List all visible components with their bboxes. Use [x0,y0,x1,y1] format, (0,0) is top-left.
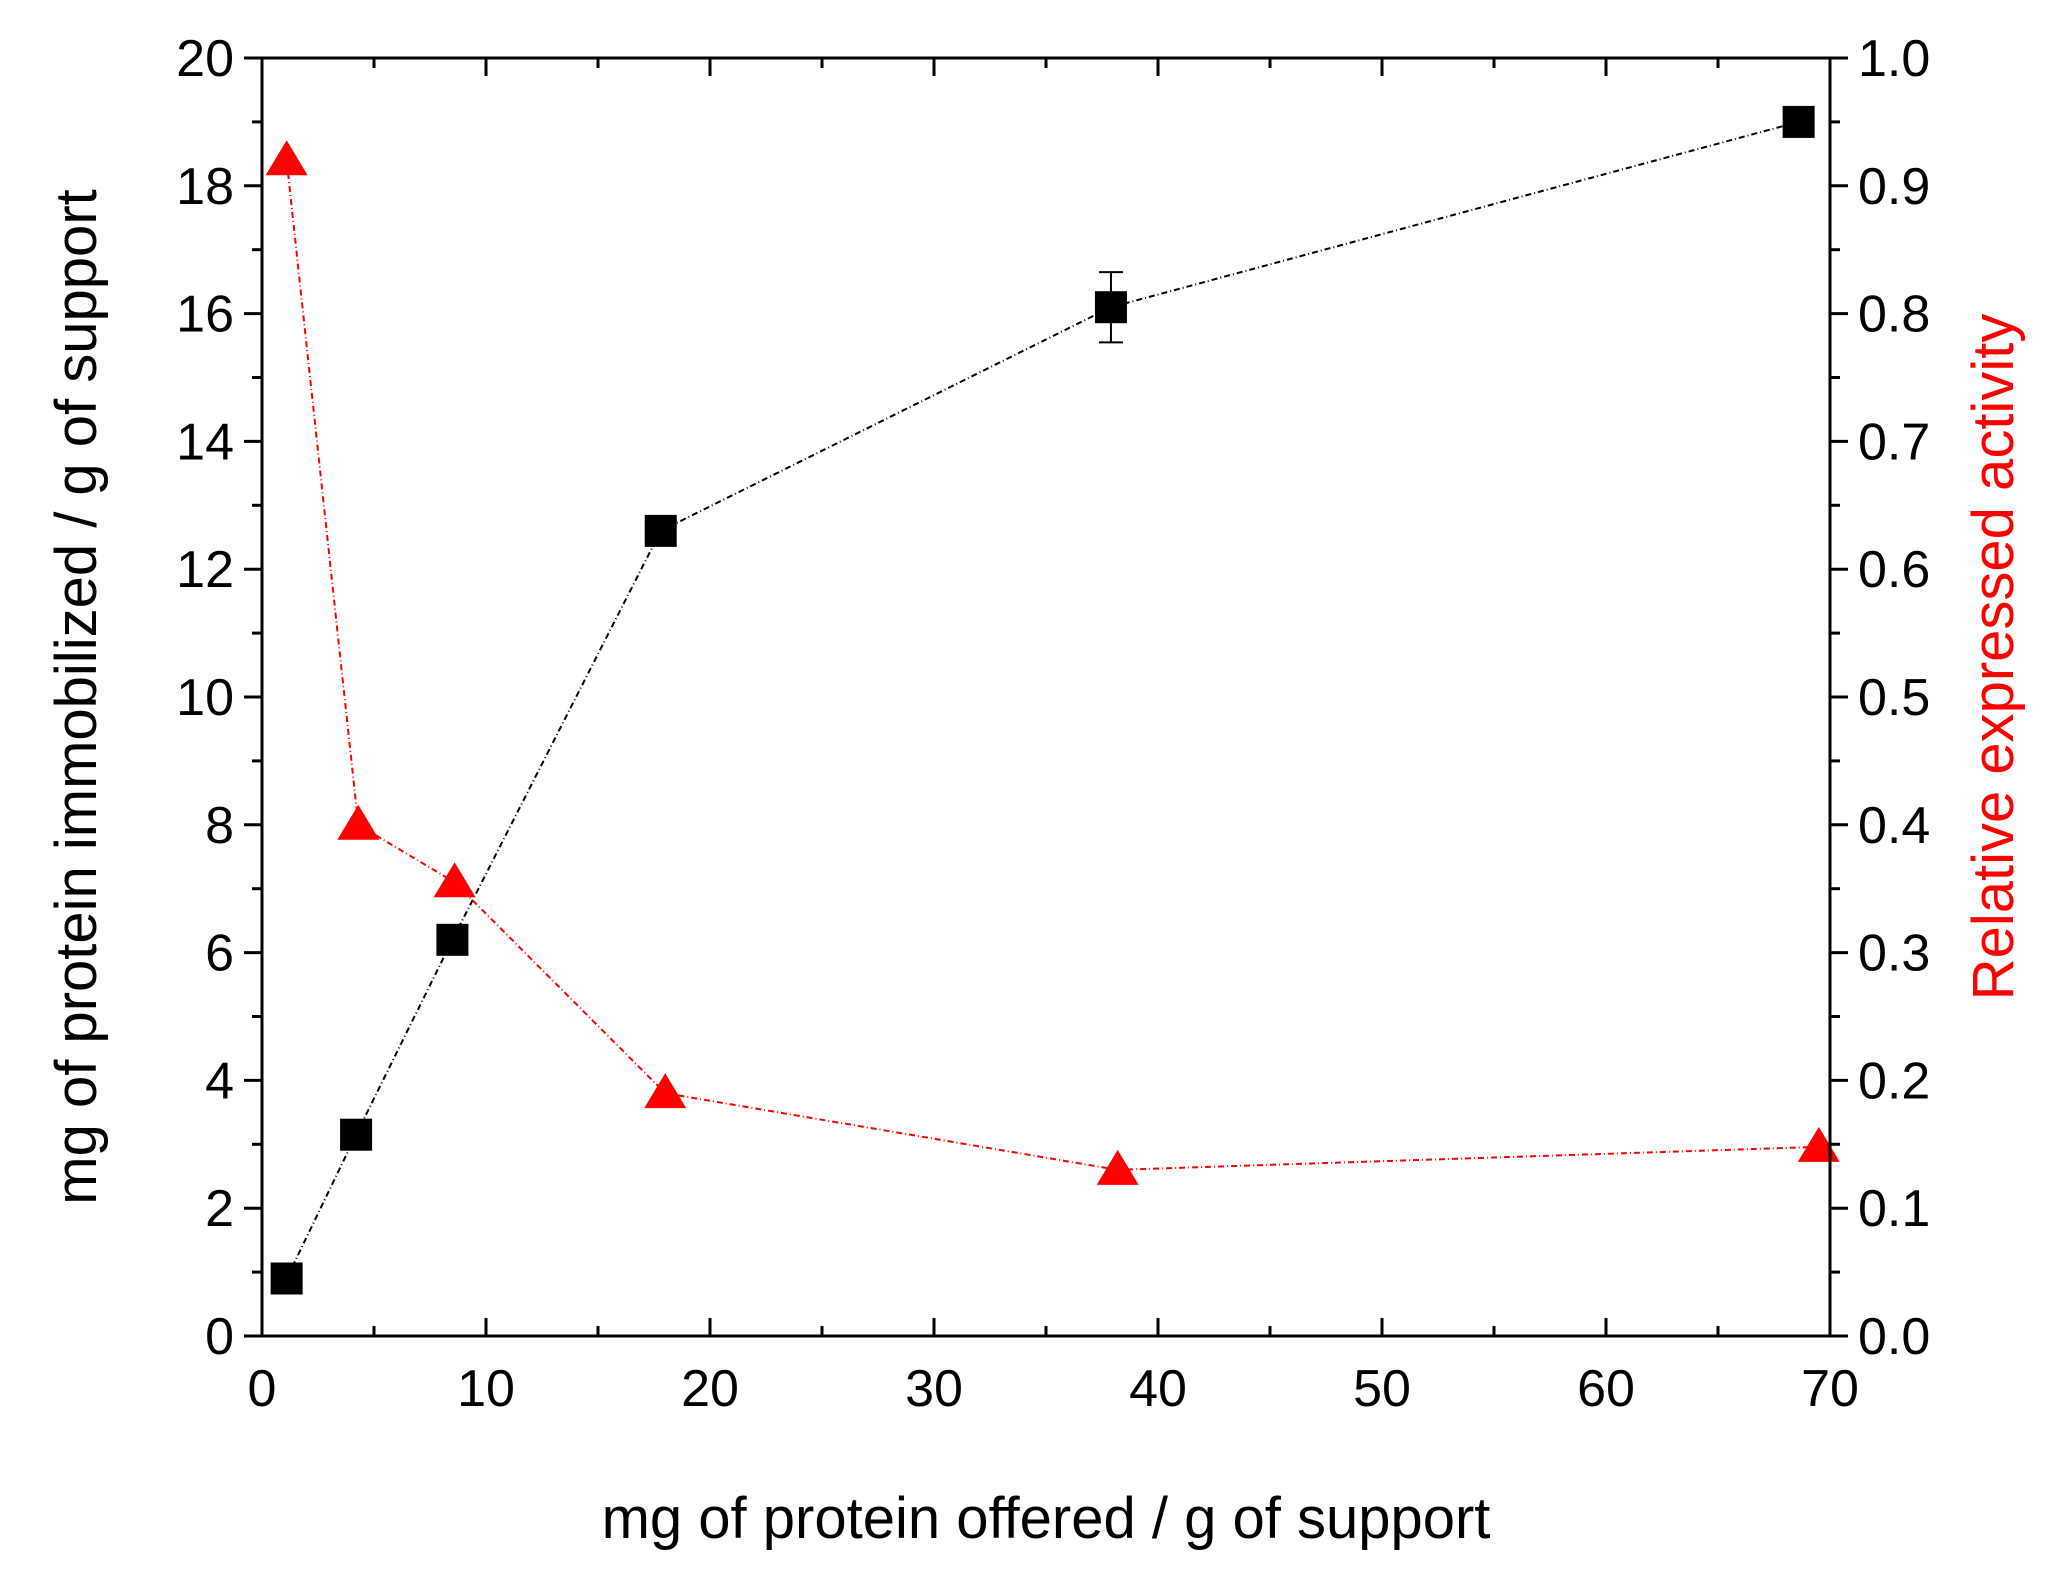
x-tick-label: 60 [1577,1360,1635,1418]
y2-axis-title: Relative expressed activity [1961,314,2026,1001]
y-tick-label: 18 [176,158,234,216]
y-tick-label: 12 [176,541,234,599]
y2-tick-label: 0.6 [1858,541,1930,599]
y2-tick-label: 0.3 [1858,925,1930,983]
x-tick-label: 30 [905,1360,963,1418]
plot-frame [260,56,1832,1338]
activity-point [644,1073,687,1109]
series-lines [285,120,1819,1279]
immobilized-point [270,1262,303,1295]
y-tick-label: 8 [205,797,234,855]
activity-point [433,862,476,898]
immobilized-point [436,923,469,956]
immobilized-point [1782,105,1815,138]
y-tick-label: 2 [205,1180,234,1238]
x-tick-label: 70 [1801,1360,1859,1418]
activity-point [265,140,308,176]
y-tick-label: 14 [176,413,234,471]
y-tick-label: 20 [176,30,234,88]
activity-series-line [285,160,1819,1171]
series-markers [265,105,1840,1295]
y2-tick-label: 0.4 [1858,797,1930,855]
y2-tick-label: 0.8 [1858,286,1930,344]
immobilized-point [644,514,677,547]
x-tick-label: 10 [457,1360,515,1418]
x-tick-label: 50 [1353,1360,1411,1418]
y2-tick-label: 0.5 [1858,669,1930,727]
y2-tick-label: 1.0 [1858,30,1930,88]
y-tick-label: 16 [176,286,234,344]
y2-tick-label: 0.9 [1858,158,1930,216]
immobilized-point [1094,291,1127,324]
immobilized-point [340,1118,373,1151]
y2-tick-label: 0.7 [1858,413,1930,471]
tick-labels: 0 10 20 30 40 50 60 70 0 2 4 6 8 10 12 14 16 18 20 0.0 0.1 0.… [176,30,1930,1418]
x-tick-label: 40 [1129,1360,1187,1418]
y2-tick-label: 0.0 [1858,1308,1930,1366]
y-tick-label: 10 [176,669,234,727]
x-tick-label: 20 [681,1360,739,1418]
tick-marks [244,56,1848,1338]
activity-point [337,804,380,840]
y2-tick-label: 0.1 [1858,1180,1930,1238]
immobilized-series-line [285,120,1799,1279]
x-axis-title: mg of protein offered / g of support [602,1486,1491,1551]
x-tick-label: 0 [248,1360,277,1418]
y-tick-label: 4 [205,1052,234,1110]
y-tick-label: 0 [205,1308,234,1366]
y-tick-label: 6 [205,925,234,983]
activity-point [1096,1149,1139,1185]
y-axis-title: mg of protein immobilized / g of support [44,189,109,1204]
y2-tick-label: 0.2 [1858,1052,1930,1110]
